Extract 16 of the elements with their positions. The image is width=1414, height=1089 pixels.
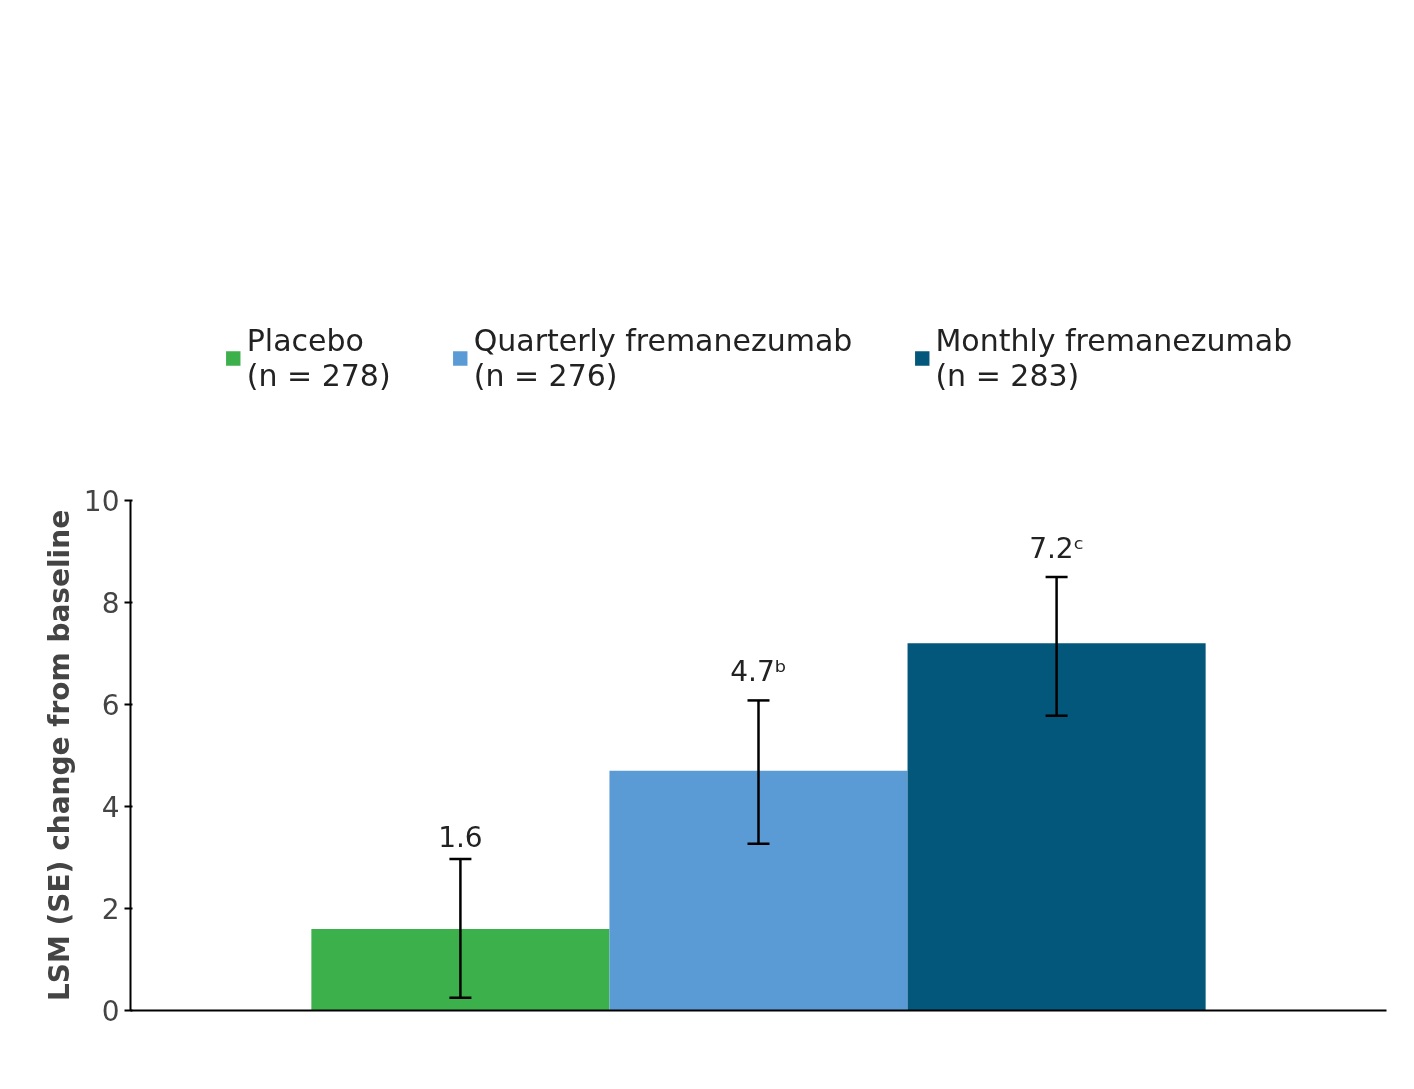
legend-label: Monthly fremanezumab (n = 283): [935, 322, 1293, 393]
y-tick-label: 2: [101, 893, 120, 926]
legend-label: Placebo (n = 278): [246, 322, 391, 393]
legend-label: Quarterly fremanezumab (n = 276): [473, 322, 853, 393]
bar: [311, 928, 610, 1011]
y-tick-label: 0: [101, 995, 120, 1028]
y-tick-label: 10: [83, 485, 120, 518]
y-axis-title: LSM (SE) change from baseline: [42, 509, 76, 1002]
y-tick-label: 6: [101, 689, 120, 722]
data-label: 1.6: [438, 821, 483, 855]
data-label: 7.2ᶜ: [1029, 532, 1085, 565]
y-tick-label: 4: [101, 791, 120, 824]
bar: [907, 643, 1206, 1011]
y-tick-label: 8: [101, 587, 120, 620]
data-label: 4.7ᵇ: [730, 655, 787, 689]
bar: [609, 770, 908, 1011]
